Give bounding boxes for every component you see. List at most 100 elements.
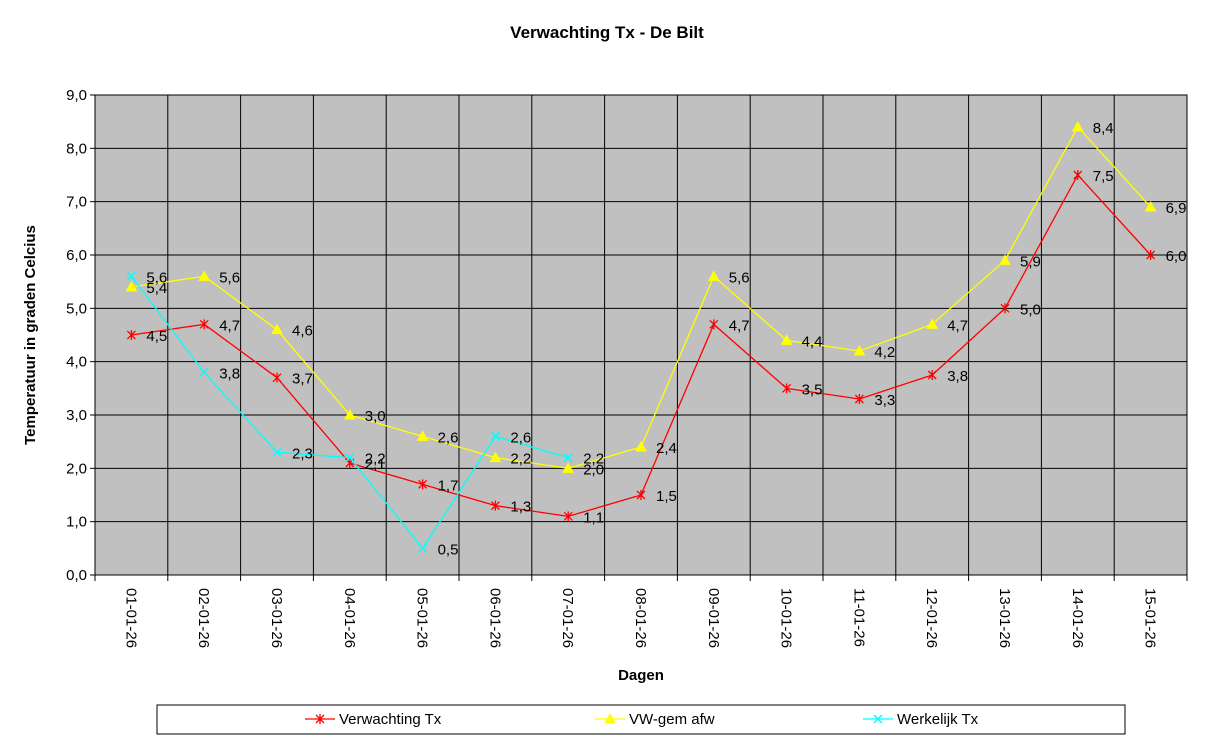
data-label: 3,8 [219, 365, 240, 382]
plot-area [95, 95, 1187, 575]
data-label: 5,6 [219, 269, 240, 286]
x-tick-label: 12-01-26 [923, 588, 940, 648]
data-label: 5,6 [146, 269, 167, 286]
data-label: 4,5 [146, 328, 167, 345]
x-tick-label: 05-01-26 [414, 588, 431, 648]
y-tick-label: 0,0 [66, 567, 87, 584]
x-tick-label: 04-01-26 [341, 588, 358, 648]
x-tick-label: 01-01-26 [122, 588, 139, 648]
data-point [563, 511, 573, 522]
y-tick-label: 5,0 [66, 300, 87, 317]
data-label: 5,9 [1020, 253, 1041, 270]
x-tick-label: 15-01-26 [1142, 588, 1159, 648]
data-label: 2,4 [656, 440, 677, 457]
data-label: 1,3 [510, 499, 531, 516]
y-tick-label: 3,0 [66, 407, 87, 424]
legend-marker [873, 714, 883, 724]
data-label: 2,6 [510, 429, 531, 446]
data-label: 3,8 [947, 368, 968, 385]
x-tick-label: 13-01-26 [996, 588, 1013, 648]
data-point [125, 280, 138, 292]
y-tick-label: 6,0 [66, 247, 87, 264]
data-point [1144, 200, 1157, 212]
data-point [272, 372, 282, 383]
data-point [489, 451, 502, 463]
data-point [782, 383, 792, 394]
data-label: 2,1 [365, 456, 386, 473]
data-point [709, 319, 719, 330]
data-label: 5,4 [146, 280, 167, 297]
data-label: 3,3 [874, 392, 895, 409]
data-point [272, 447, 282, 457]
data-label: 1,7 [438, 477, 459, 494]
x-axis-title: Dagen [618, 667, 664, 684]
data-point [707, 270, 720, 281]
data-point [635, 440, 647, 452]
data-point [1071, 120, 1084, 132]
plot-border [94, 94, 1188, 576]
x-tick-label: 06-01-26 [486, 588, 503, 648]
data-point [780, 334, 793, 345]
data-point [562, 462, 575, 473]
data-label: 2,2 [510, 451, 531, 468]
data-point [1073, 170, 1083, 180]
data-point [854, 394, 864, 404]
y-tick-label: 7,0 [66, 194, 87, 211]
legend-label: Werkelijk Tx [897, 711, 979, 728]
data-label: 1,1 [583, 509, 604, 526]
y-tick-label: 8,0 [66, 140, 87, 157]
data-point [199, 367, 209, 377]
data-label: 8,4 [1093, 120, 1114, 137]
x-tick-label: 07-01-26 [559, 588, 576, 648]
legend-marker [315, 714, 325, 724]
data-point [126, 330, 136, 340]
data-label: 1,5 [656, 488, 677, 505]
data-label: 6,9 [1166, 200, 1187, 217]
data-point [926, 318, 939, 329]
x-tick-label: 02-01-26 [195, 588, 212, 648]
y-tick-label: 1,0 [66, 514, 87, 531]
y-tick-label: 4,0 [66, 354, 87, 371]
data-label: 6,0 [1166, 248, 1187, 265]
data-point [416, 430, 429, 441]
y-axis-title: Temperatuur in graden Celcius [22, 225, 39, 445]
legend-label: VW-gem afw [629, 711, 715, 728]
x-tick-label: 03-01-26 [268, 588, 285, 648]
y-tick-label: 2,0 [66, 460, 87, 477]
data-label: 7,5 [1093, 168, 1114, 185]
data-point [418, 479, 428, 490]
data-label: 5,0 [1020, 301, 1041, 318]
data-label: 5,6 [729, 269, 750, 286]
data-label: 0,5 [438, 541, 459, 558]
x-tick-label: 11-01-26 [850, 588, 867, 647]
legend-marker [604, 712, 616, 724]
data-point [345, 453, 355, 463]
data-label: 3,5 [802, 381, 823, 398]
data-point [343, 408, 356, 420]
x-tick-label: 09-01-26 [705, 588, 722, 648]
x-tick-label: 08-01-26 [632, 588, 649, 648]
data-point [563, 453, 573, 463]
data-label: 3,0 [365, 408, 386, 425]
x-tick-label: 10-01-26 [778, 588, 795, 648]
y-tick-label: 9,0 [66, 87, 87, 104]
data-point [927, 370, 937, 380]
data-point [636, 490, 646, 500]
data-point [418, 543, 428, 553]
data-label: 4,2 [874, 344, 895, 361]
legend-label: Verwachting Tx [339, 711, 442, 728]
data-point [999, 254, 1011, 265]
data-label: 4,7 [729, 317, 750, 334]
data-point [490, 431, 500, 441]
data-point [1146, 250, 1156, 260]
data-point [853, 344, 866, 356]
data-label: 4,4 [802, 333, 823, 350]
data-point [198, 270, 211, 281]
data-label: 2,2 [583, 451, 604, 468]
x-tick-label: 14-01-26 [1069, 588, 1086, 648]
data-point [490, 500, 500, 511]
data-label: 4,6 [292, 323, 313, 340]
data-label: 4,7 [219, 317, 240, 334]
